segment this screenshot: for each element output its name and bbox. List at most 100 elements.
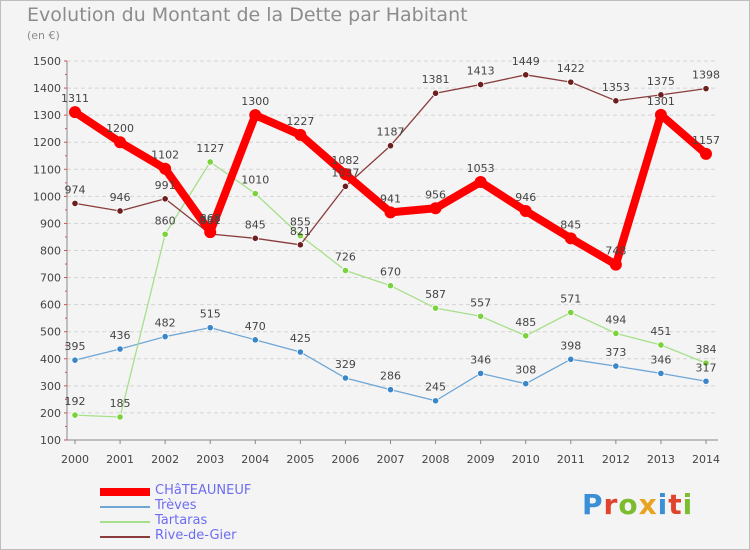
data-label: 1413	[467, 65, 495, 78]
x-tick-label: 2012	[602, 453, 630, 466]
x-tick-label: 2009	[467, 453, 495, 466]
data-label: 1102	[151, 149, 179, 162]
data-point	[251, 336, 259, 344]
x-tick-label: 2006	[331, 453, 359, 466]
y-tick-label: 800	[40, 245, 61, 258]
data-point	[477, 369, 485, 378]
chart-title: Evolution du Montant de la Dette par Hab…	[27, 4, 468, 26]
x-tick-label: 2000	[61, 453, 89, 466]
data-label: 1187	[377, 126, 405, 139]
data-label: 821	[290, 225, 311, 238]
data-label: 192	[65, 395, 86, 408]
data-point	[477, 80, 485, 89]
data-point	[71, 356, 79, 364]
data-label: 1127	[196, 142, 224, 155]
data-point	[567, 78, 575, 86]
data-point	[339, 168, 352, 181]
data-label: 946	[515, 191, 536, 204]
data-point	[114, 136, 127, 149]
y-tick-label: 100	[40, 434, 61, 447]
data-label: 855	[290, 216, 311, 229]
data-point	[116, 207, 124, 215]
data-label: 346	[470, 353, 491, 366]
x-tick-label: 2013	[647, 453, 675, 466]
data-point	[657, 369, 665, 378]
data-point	[341, 266, 350, 275]
legend-item-tartaras: Tartaras	[100, 513, 340, 529]
data-label: 1398	[692, 69, 720, 82]
data-label: 1227	[286, 115, 314, 128]
x-tick-label: 2005	[286, 453, 314, 466]
x-tick-label: 2011	[557, 453, 585, 466]
axes: 1002003004005006007008009001000110012001…	[33, 55, 720, 466]
y-tick-label: 500	[40, 326, 61, 339]
data-point	[161, 195, 169, 203]
data-label: 308	[515, 364, 536, 377]
data-point	[161, 230, 169, 238]
y-tick-label: 1000	[33, 190, 61, 203]
x-tick-label: 2008	[422, 453, 450, 466]
data-label: 845	[560, 218, 581, 231]
y-tick-label: 300	[40, 380, 61, 393]
legend-item-rive-de-gier: Rive-de-Gier	[100, 528, 340, 544]
data-label: 1301	[647, 95, 675, 108]
data-label: 451	[650, 325, 671, 338]
data-label: 557	[470, 296, 491, 309]
data-point	[69, 106, 81, 119]
data-point	[296, 241, 304, 249]
legend-label: Tartaras	[155, 513, 208, 528]
legend-swatch	[100, 488, 150, 496]
data-point	[654, 108, 667, 121]
x-tick-label: 2014	[692, 453, 720, 466]
data-point	[612, 329, 620, 337]
legend-swatch	[100, 521, 150, 523]
data-point	[429, 202, 442, 215]
data-label: 860	[155, 214, 176, 227]
data-label: 245	[425, 381, 446, 394]
data-label: 868	[200, 212, 221, 225]
legend-item-tr-ves: Trèves	[100, 498, 340, 514]
legend-label: Rive-de-Gier	[155, 528, 237, 543]
data-label: 1449	[512, 55, 540, 68]
data-point	[612, 97, 620, 105]
data-point	[702, 359, 710, 367]
data-point	[294, 128, 307, 141]
data-label: 1200	[106, 122, 134, 135]
y-tick-label: 1200	[33, 136, 61, 149]
data-point	[296, 232, 304, 240]
data-point	[341, 374, 350, 382]
data-label: 346	[650, 353, 671, 366]
data-point	[71, 199, 79, 207]
line-chart: 1002003004005006007008009001000110012001…	[33, 55, 720, 466]
data-label: 956	[425, 188, 446, 201]
data-point	[206, 324, 214, 332]
data-label: 941	[380, 192, 401, 205]
data-label: 494	[605, 313, 626, 326]
data-label: 425	[290, 332, 311, 345]
data-label: 991	[155, 179, 176, 192]
data-point	[431, 397, 440, 405]
data-label: 571	[560, 292, 581, 305]
data-point	[431, 89, 440, 97]
data-label: 470	[245, 320, 266, 333]
y-tick-label: 600	[40, 299, 61, 312]
data-point	[522, 380, 530, 388]
data-point	[474, 176, 487, 189]
data-label: 1311	[61, 92, 89, 105]
x-tick-label: 2001	[106, 453, 134, 466]
data-label: 1157	[692, 134, 720, 147]
data-point	[522, 71, 530, 79]
data-point	[702, 377, 710, 385]
data-point	[71, 411, 79, 419]
x-tick-label: 2003	[196, 453, 224, 466]
legend-label: Trèves	[155, 498, 197, 513]
data-point	[204, 226, 217, 239]
data-label: 482	[155, 317, 176, 330]
data-label: 384	[696, 343, 717, 356]
data-point	[206, 158, 214, 166]
data-point	[522, 332, 530, 340]
data-label: 726	[335, 251, 356, 264]
y-tick-label: 1500	[33, 55, 61, 68]
data-label: 1381	[422, 73, 450, 86]
x-tick-label: 2004	[241, 453, 269, 466]
